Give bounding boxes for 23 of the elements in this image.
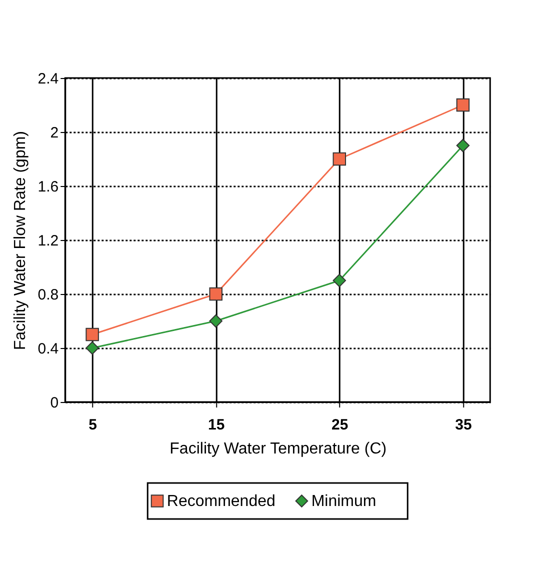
y-tick-label: 0 <box>50 394 59 412</box>
point <box>209 314 222 328</box>
y-tick-label: 0.4 <box>38 340 59 358</box>
x-tick-label: 35 <box>455 416 472 434</box>
point <box>456 98 470 112</box>
point <box>209 287 222 301</box>
point <box>332 274 346 288</box>
y-tick-label: 2 <box>50 124 59 142</box>
point <box>332 152 346 166</box>
x-axis-title: Facility Water Temperature (C) <box>170 440 387 458</box>
legend-label: Recommended <box>166 493 276 510</box>
point <box>86 328 99 342</box>
y-tick-label: 1.2 <box>38 232 59 250</box>
point <box>86 341 99 355</box>
y-axis-title: Facility Water Flow Rate (gpm) <box>12 131 29 350</box>
x-tick-label: 25 <box>332 416 348 434</box>
y-tick-label: 1.6 <box>38 178 59 196</box>
x-tick-label: 5 <box>88 416 97 434</box>
legend-label: Minimum <box>311 493 376 510</box>
x-tick-label: 15 <box>208 416 225 434</box>
point <box>456 138 470 152</box>
y-tick-label: 2.4 <box>38 70 59 88</box>
y-tick-label: 0.8 <box>38 286 59 304</box>
